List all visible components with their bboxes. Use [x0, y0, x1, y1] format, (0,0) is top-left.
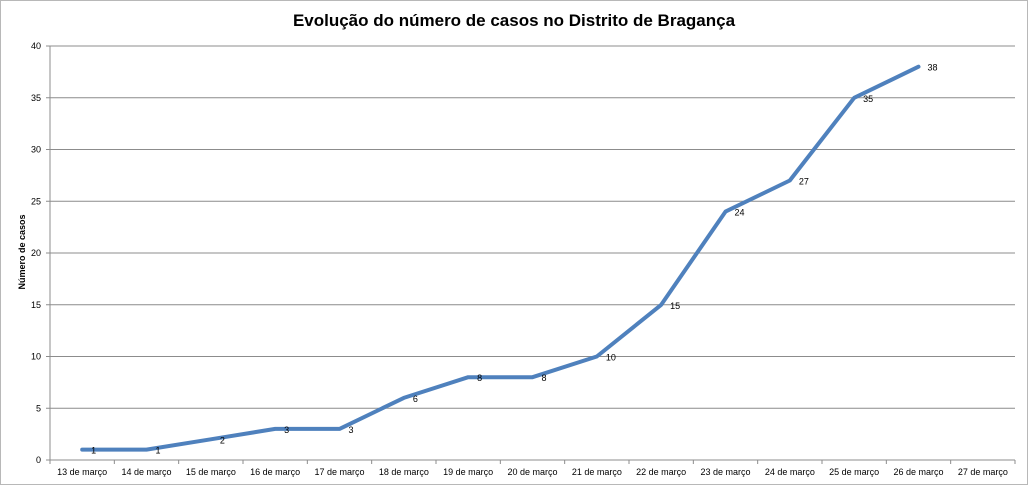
- x-tick-label: 25 de março: [829, 467, 879, 477]
- x-tick-label: 27 de março: [958, 467, 1008, 477]
- x-tick-labels: 13 de março 14 de março 15 de março 16 de m…: [57, 467, 1008, 477]
- data-label: 3: [349, 425, 354, 435]
- x-tick-label: 15 de março: [186, 467, 236, 477]
- data-label: 1: [156, 446, 161, 456]
- data-label: 2: [220, 435, 225, 445]
- data-label: 24: [735, 208, 745, 218]
- x-tick-label: 26 de março: [893, 467, 943, 477]
- y-tick-label: 10: [31, 352, 41, 362]
- y-tick-label: 40: [31, 41, 41, 51]
- y-tick-label: 30: [31, 145, 41, 155]
- x-tick-label: 24 de março: [765, 467, 815, 477]
- x-tick-label: 16 de março: [250, 467, 300, 477]
- series-layer: [80, 64, 921, 452]
- data-label: 8: [477, 373, 482, 383]
- data-label: 8: [542, 373, 547, 383]
- data-label: 38: [928, 63, 938, 73]
- x-tick-label: 14 de março: [121, 467, 171, 477]
- data-label: 3: [284, 425, 289, 435]
- y-tick-label: 0: [36, 455, 41, 465]
- y-tick-label: 35: [31, 93, 41, 103]
- y-tick-label: 5: [36, 403, 41, 413]
- data-labels: 1 1 2 3 3 6 8 8 10 15 24 27 35 38: [91, 63, 937, 456]
- data-label: 10: [606, 353, 616, 363]
- y-tick-label: 25: [31, 196, 41, 206]
- chart-title: Evolução do número de casos no Distrito …: [292, 11, 736, 30]
- data-label: 1: [91, 446, 96, 456]
- axes: [46, 45, 1016, 464]
- y-tick-labels: 0 5 10 15 20 25 30 35 40: [31, 41, 41, 465]
- x-tick-label: 17 de março: [314, 467, 364, 477]
- y-tick-label: 20: [31, 248, 41, 258]
- x-tick-label: 19 de março: [443, 467, 493, 477]
- data-label: 35: [863, 94, 873, 104]
- x-tick-label: 22 de março: [636, 467, 686, 477]
- series-line: [80, 64, 921, 452]
- x-tick-label: 13 de março: [57, 467, 107, 477]
- x-tick-label: 23 de março: [700, 467, 750, 477]
- x-tick-label: 20 de março: [507, 467, 557, 477]
- x-tick-label: 21 de março: [572, 467, 622, 477]
- y-tick-label: 15: [31, 300, 41, 310]
- data-label: 27: [799, 177, 809, 187]
- x-tick-label: 18 de março: [379, 467, 429, 477]
- data-label: 15: [670, 301, 680, 311]
- data-label: 6: [413, 394, 418, 404]
